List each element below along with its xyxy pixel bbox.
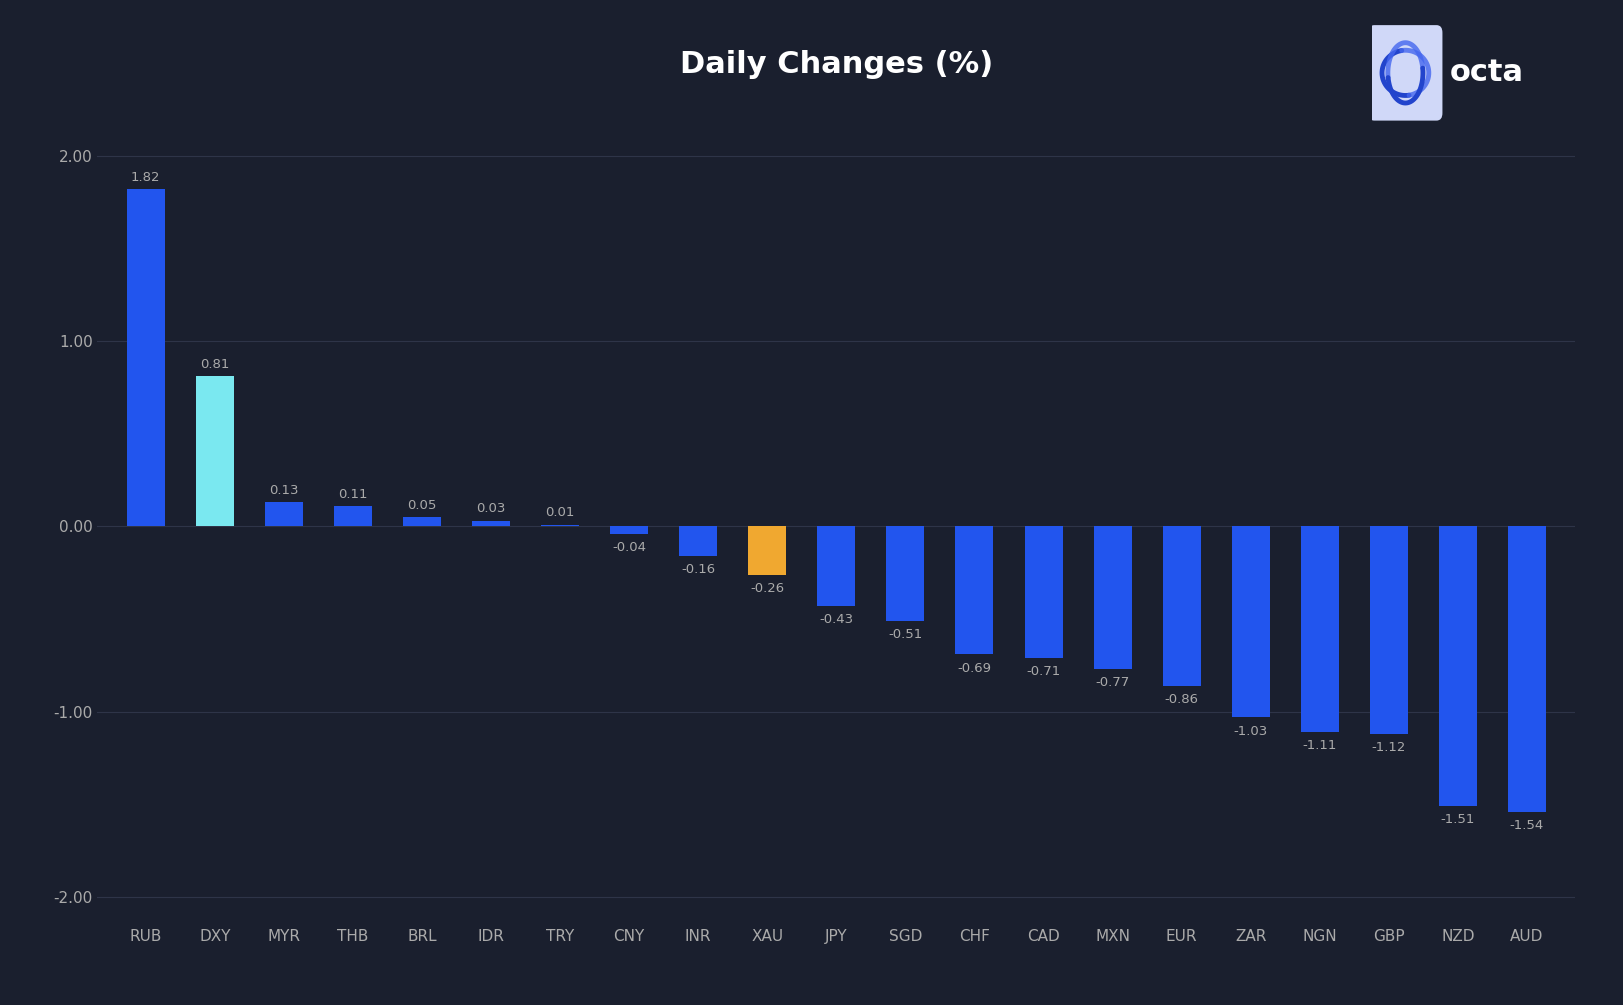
Text: -0.77: -0.77 [1096,676,1130,689]
Bar [403,518,441,527]
Text: 0.13: 0.13 [269,483,299,496]
Bar [954,527,993,654]
Bar [748,527,786,575]
Text: -1.12: -1.12 [1371,742,1406,755]
Bar [886,527,923,621]
Text: -0.16: -0.16 [680,564,714,577]
Text: -1.03: -1.03 [1233,725,1268,738]
Bar [265,502,304,527]
FancyBboxPatch shape [1368,25,1441,121]
Text: 0.11: 0.11 [338,487,367,500]
Text: -0.43: -0.43 [818,613,854,626]
Bar [1368,527,1407,734]
Text: -0.86: -0.86 [1164,693,1198,707]
Bar [1508,527,1545,812]
Bar [1024,527,1061,658]
Bar [196,377,234,527]
Text: octa: octa [1449,58,1524,87]
Bar [540,525,579,527]
Text: -0.04: -0.04 [612,542,646,554]
Text: -0.51: -0.51 [888,628,922,641]
Bar [472,521,510,527]
Text: -1.54: -1.54 [1509,819,1543,832]
Bar [678,527,717,556]
Bar [127,189,164,527]
Bar [334,507,372,527]
Text: -1.11: -1.11 [1302,740,1336,753]
Text: -0.71: -0.71 [1026,665,1060,678]
Text: -0.69: -0.69 [958,661,992,674]
Text: -1.51: -1.51 [1440,813,1474,826]
Text: 0.01: 0.01 [545,507,575,519]
Bar [1230,527,1269,718]
Title: Daily Changes (%): Daily Changes (%) [680,49,992,78]
Bar [1162,527,1199,685]
Bar [1300,527,1337,732]
Text: -0.26: -0.26 [750,582,784,595]
Text: 0.03: 0.03 [476,502,505,516]
Text: 0.81: 0.81 [200,358,229,371]
Text: 0.05: 0.05 [407,498,437,512]
Bar [816,527,855,606]
Bar [610,527,648,534]
Bar [1438,527,1475,806]
Text: 1.82: 1.82 [131,171,161,184]
Bar [1092,527,1131,669]
